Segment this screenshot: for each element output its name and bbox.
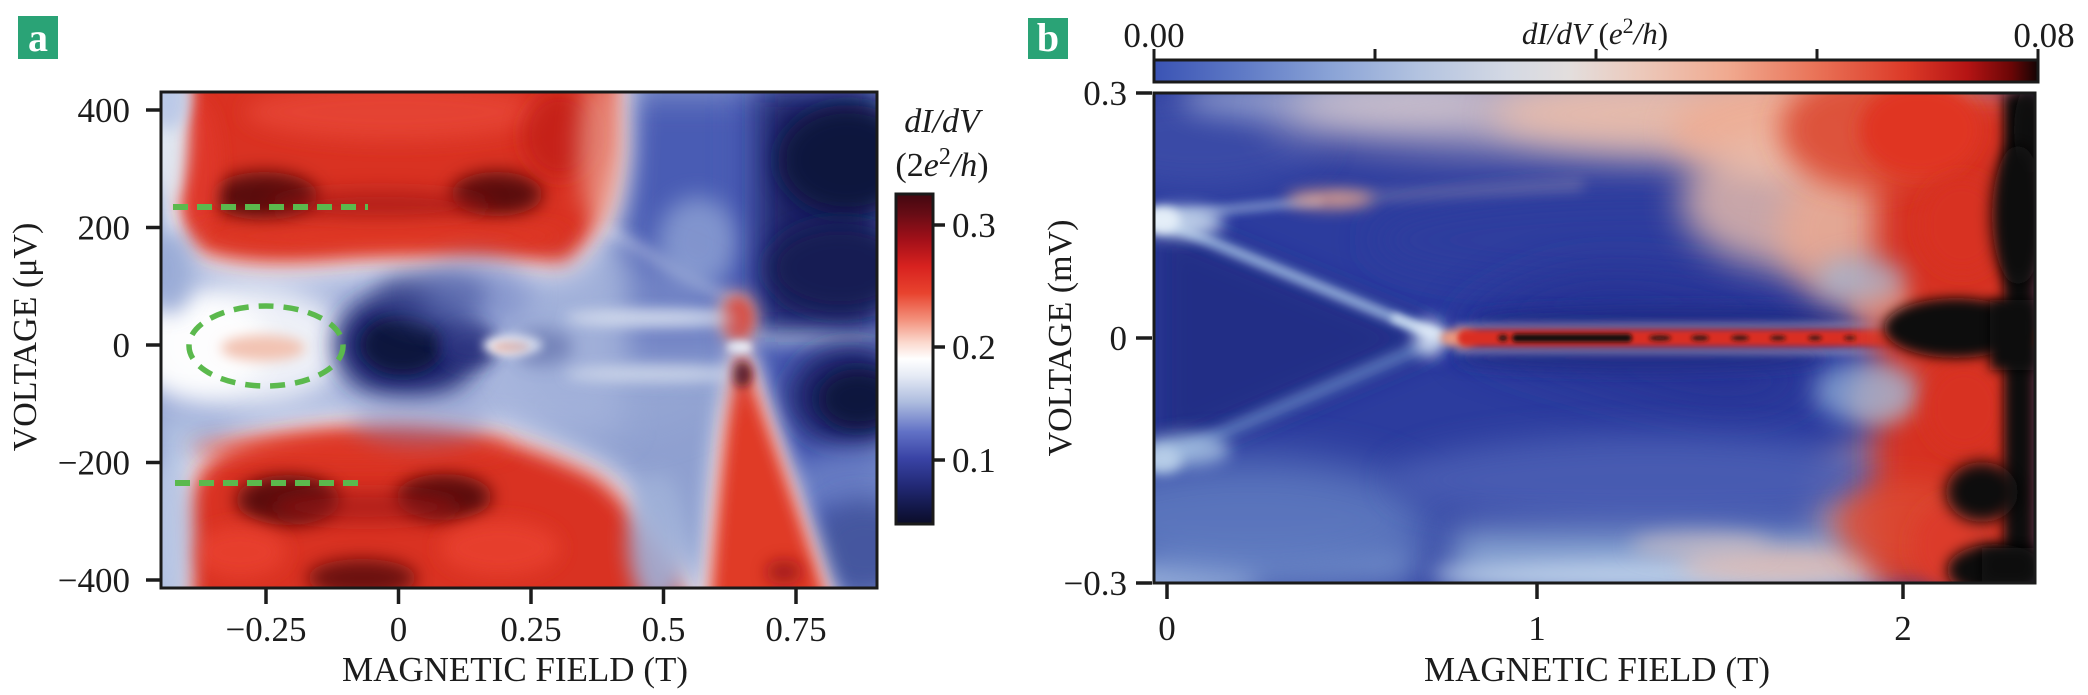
svg-text:dI/dV (e2/h): dI/dV (e2/h) xyxy=(1522,13,1668,51)
svg-text:0: 0 xyxy=(1110,319,1128,358)
svg-text:VOLTAGE (mV): VOLTAGE (mV) xyxy=(1042,220,1079,457)
svg-text:−200: −200 xyxy=(58,444,130,483)
svg-text:0.25: 0.25 xyxy=(500,610,561,649)
svg-text:VOLTAGE (μV): VOLTAGE (μV) xyxy=(7,223,44,452)
svg-text:0: 0 xyxy=(390,610,408,649)
svg-text:0.08: 0.08 xyxy=(2013,16,2074,55)
svg-text:0: 0 xyxy=(113,326,131,365)
svg-text:b: b xyxy=(1037,15,1059,60)
svg-text:dI/dV: dI/dV xyxy=(904,103,984,140)
svg-text:200: 200 xyxy=(78,209,131,248)
svg-text:2: 2 xyxy=(1894,609,1912,648)
svg-text:0.2: 0.2 xyxy=(952,328,996,367)
svg-text:0: 0 xyxy=(1158,609,1176,648)
svg-text:0.00: 0.00 xyxy=(1123,16,1184,55)
svg-text:MAGNETIC FIELD (T): MAGNETIC FIELD (T) xyxy=(342,650,688,689)
svg-text:0.3: 0.3 xyxy=(1083,74,1127,113)
svg-text:400: 400 xyxy=(78,91,131,130)
svg-text:1: 1 xyxy=(1528,609,1546,648)
svg-text:0.75: 0.75 xyxy=(765,610,826,649)
svg-text:0.5: 0.5 xyxy=(642,610,686,649)
svg-text:0.1: 0.1 xyxy=(952,441,996,480)
svg-text:(2e2/h): (2e2/h) xyxy=(895,144,988,184)
svg-text:MAGNETIC FIELD (T): MAGNETIC FIELD (T) xyxy=(1424,650,1770,689)
svg-text:a: a xyxy=(28,15,48,60)
svg-text:−400: −400 xyxy=(58,561,130,600)
svg-text:0.3: 0.3 xyxy=(952,206,996,245)
svg-text:−0.25: −0.25 xyxy=(226,610,307,649)
svg-text:−0.3: −0.3 xyxy=(1064,564,1128,603)
